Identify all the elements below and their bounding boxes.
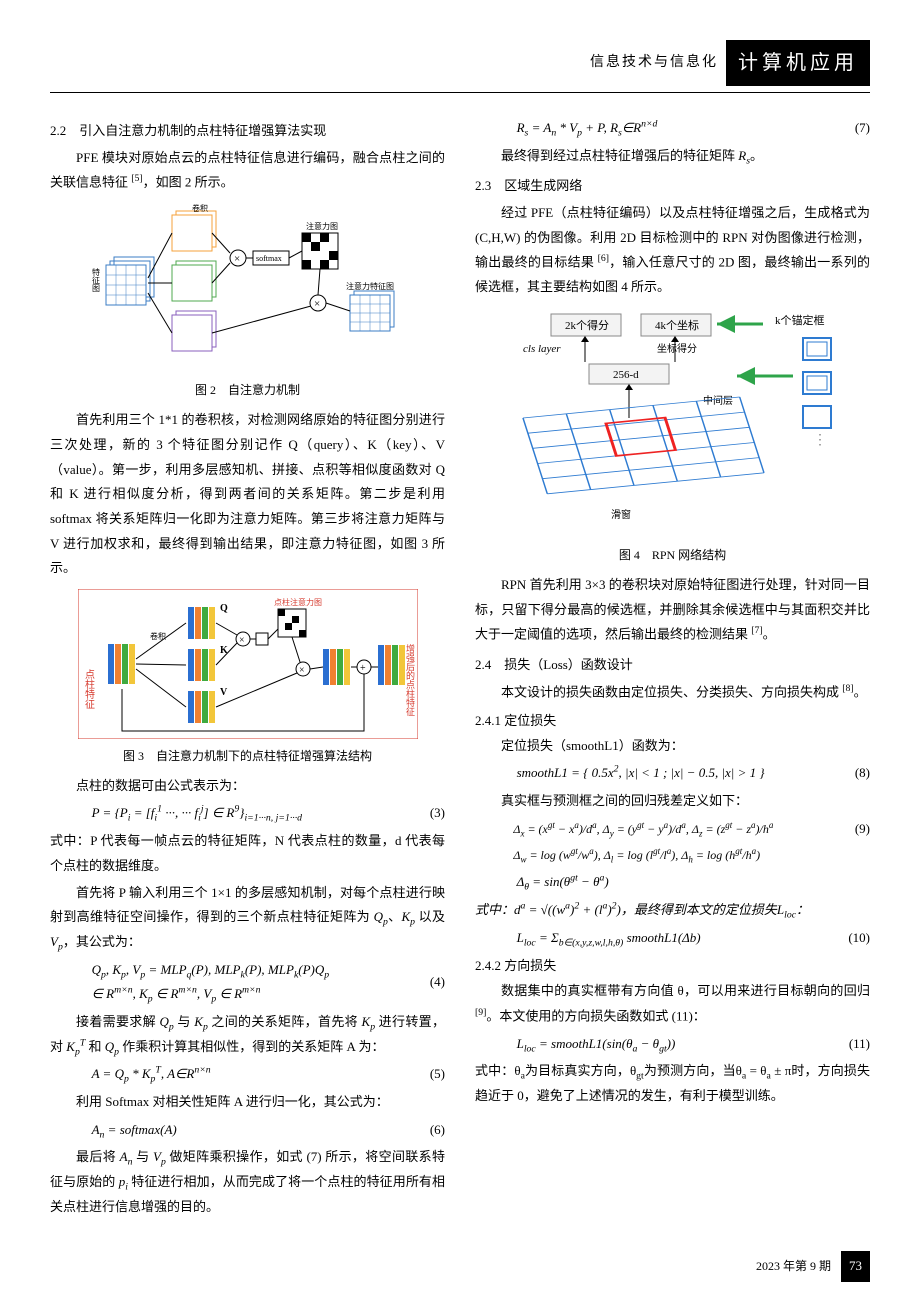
svg-text:cls layer: cls layer	[523, 343, 561, 355]
section-2-2-title: 2.2 引入自注意力机制的点柱特征增强算法实现	[50, 119, 445, 144]
svg-text:×: ×	[299, 665, 305, 676]
page-header: 信息技术与信息化 计算机应用	[50, 40, 870, 86]
fig4-caption: 图 4 RPN 网络结构	[475, 544, 870, 567]
category-badge: 计算机应用	[726, 40, 870, 86]
figure-2: 特征图 卷积	[50, 203, 445, 373]
fig4-svg: 2k个得分 4k个坐标 k个锚定框 ⋮ cls layer	[493, 308, 853, 538]
para-l1: PFE 模块对原始点云的点柱特征信息进行编码，融合点柱之间的关联信息特征 [5]…	[50, 146, 445, 196]
footer-page-number: 73	[841, 1251, 870, 1282]
svg-text:坐标得分: 坐标得分	[657, 343, 697, 355]
equation-9b: Δw = log (wgt/wa), Δl = log (lgt/la), Δh…	[475, 844, 870, 867]
fig2-label-featmap: 特征图	[91, 267, 100, 293]
svg-text:2k个得分: 2k个得分	[565, 319, 609, 332]
para-r6: 真实框与预测框之间的回归残差定义如下：	[475, 789, 870, 814]
svg-text:滑窗: 滑窗	[611, 508, 631, 521]
para-r8: 数据集中的真实框带有方向值 θ，可以用来进行目标朝向的回归 [9]。本文使用的方…	[475, 979, 870, 1029]
para-r4: 本文设计的损失函数由定位损失、分类损失、方向损失构成 [8]。	[475, 680, 870, 705]
equation-11: Lloc = smoothL1(sin(θa − θgt)) (11)	[475, 1032, 870, 1057]
svg-text:Q: Q	[220, 603, 228, 614]
svg-text:4k个坐标: 4k个坐标	[655, 318, 699, 332]
svg-text:V: V	[220, 687, 228, 698]
fig2-branch-v	[148, 293, 216, 351]
header-rule	[50, 92, 870, 93]
section-2-4-1-title: 2.4.1 定位损失	[475, 709, 870, 734]
section-2-4-title: 2.4 损失（Loss）函数设计	[475, 653, 870, 678]
equation-10: Lloc = Σb∈(x,y,z,w,l,h,θ) smoothL1(Δb) (…	[475, 926, 870, 951]
fig3-svg: 点柱特征 卷积 Q K V ×	[78, 589, 418, 739]
equation-5: A = Qp * KpT, A∈Rn×n (5)	[50, 1062, 445, 1087]
footer-issue: 2023 年第 9 期	[756, 1255, 831, 1278]
fig3-right-label: 增强后的点柱特征	[405, 643, 415, 716]
fig2-softmax-label: softmax	[256, 254, 282, 263]
equation-9c: Δθ = sin(θgt − θa)	[475, 870, 870, 895]
svg-text:注意力特征图: 注意力特征图	[346, 281, 394, 291]
para-r2: 经过 PFE（点柱特征编码）以及点柱特征增强之后，生成格式为 (C,H,W) 的…	[475, 201, 870, 300]
fig4-grid	[523, 397, 764, 494]
svg-text:256-d: 256-d	[613, 369, 639, 381]
right-column: Rs = An * Vp + P, Rs∈Rn×d (7) 最终得到经过点柱特征…	[475, 113, 870, 1221]
journal-name: 信息技术与信息化	[590, 50, 718, 77]
equation-3: P = {Pi = [fi1 ···, ··· fij] ∈ R9}i=1···…	[50, 801, 445, 826]
para-r5: 定位损失（smoothL1）函数为：	[475, 734, 870, 759]
fig2-output: 注意力特征图	[346, 281, 394, 331]
para-r3: RPN 首先利用 3×3 的卷积块对原始特征图进行处理，针对同一目标，只留下得分…	[475, 573, 870, 647]
para-l8: 最后将 An 与 Vp 做矩阵乘积操作，如式 (7) 所示，将空间联系特征与原始…	[50, 1145, 445, 1219]
para-l5: 首先将 P 输入利用三个 1×1 的多层感知机制，对每个点柱进行映射到高维特征空…	[50, 881, 445, 955]
svg-text:×: ×	[239, 635, 245, 646]
para-r7: 式中：da = √((wa)2 + (la)2)，最终得到本文的定位损失Lloc…	[475, 898, 870, 923]
para-l4: 式中：P 代表每一帧点云的特征矩阵，N 代表点柱的数量，d 代表每个点柱的数据维…	[50, 829, 445, 878]
svg-text:注意力图: 注意力图	[306, 221, 338, 231]
para-l3: 点柱的数据可由公式表示为：	[50, 774, 445, 799]
svg-text:×: ×	[234, 253, 240, 265]
svg-text:⋮: ⋮	[813, 433, 827, 448]
fig4-anchors: ⋮	[803, 338, 831, 448]
para-l7: 利用 Softmax 对相关性矩阵 A 进行归一化，其公式为：	[50, 1090, 445, 1115]
para-l2: 首先利用三个 1*1 的卷积核，对检测网络原始的特征图分别进行三次处理，新的 3…	[50, 408, 445, 581]
fig2-branch-k	[148, 261, 216, 301]
figure-4: 2k个得分 4k个坐标 k个锚定框 ⋮ cls layer	[475, 308, 870, 538]
para-l6: 接着需要求解 Qp 与 Kp 之间的关系矩阵，首先将 Kp 进行转置，对 KpT…	[50, 1010, 445, 1059]
para-r1: 最终得到经过点柱特征增强后的特征矩阵 Rs。	[475, 144, 870, 169]
fig3-attn: 点柱注意力图	[274, 597, 322, 637]
figure-3: 点柱特征 卷积 Q K V ×	[50, 589, 445, 739]
section-2-3-title: 2.3 区域生成网络	[475, 174, 870, 199]
svg-text:卷积: 卷积	[192, 203, 208, 213]
svg-text:点柱注意力图: 点柱注意力图	[274, 597, 322, 607]
fig2-input-stack	[106, 257, 154, 305]
equation-4: Qp, Kp, Vp = MLPq(P), MLPk(P), MLPk(P)Qp…	[50, 958, 445, 1007]
fig2-caption: 图 2 自注意力机制	[50, 379, 445, 402]
fig2-svg: 特征图 卷积	[88, 203, 408, 373]
para-r9: 式中：θa为目标真实方向，θgt为预测方向，当θa = θa ± π时，方向损失…	[475, 1059, 870, 1108]
section-2-4-2-title: 2.4.2 方向损失	[475, 954, 870, 979]
equation-7: Rs = An * Vp + P, Rs∈Rn×d (7)	[475, 116, 870, 141]
svg-text:k个锚定框: k个锚定框	[775, 313, 825, 327]
fig2-attn-map: 注意力图	[302, 221, 338, 269]
fig3-caption: 图 3 自注意力机制下的点柱特征增强算法结构	[50, 745, 445, 768]
page-footer: 2023 年第 9 期 73	[50, 1251, 870, 1282]
two-column-layout: 2.2 引入自注意力机制的点柱特征增强算法实现 PFE 模块对原始点云的点柱特征…	[50, 113, 870, 1221]
svg-text:×: ×	[314, 298, 320, 310]
equation-6: An = softmax(A) (6)	[50, 1118, 445, 1143]
equation-8: smoothL1 = { 0.5x2, |x| < 1 ; |x| − 0.5,…	[475, 761, 870, 786]
fig3-input	[108, 644, 135, 684]
svg-text:+: +	[360, 663, 366, 674]
fig3-left-label: 点柱特征	[82, 669, 94, 710]
equation-9: Δx = (xgt − xa)/da, Δy = (ygt − ya)/da, …	[475, 817, 870, 842]
left-column: 2.2 引入自注意力机制的点柱特征增强算法实现 PFE 模块对原始点云的点柱特征…	[50, 113, 445, 1221]
